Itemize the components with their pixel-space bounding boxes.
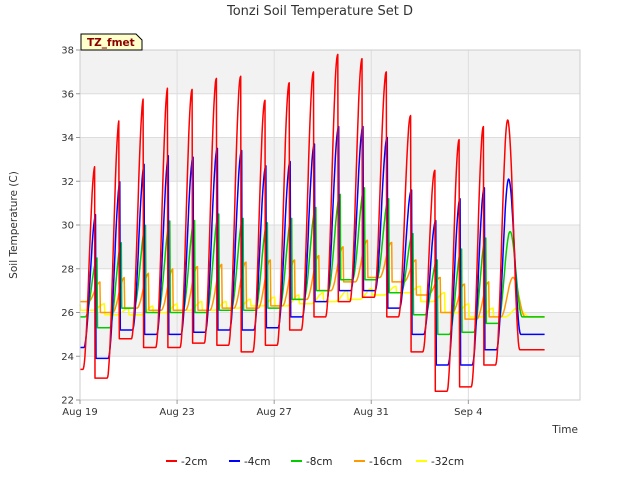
series-layer	[79, 53, 545, 393]
y-tick-label: 36	[61, 89, 74, 100]
axes: 22 24 26 28 30 32 34 36 38 Aug 19 Aug 23 Aug 27 Aug …	[61, 46, 581, 418]
legend-label: -32cm	[431, 456, 464, 468]
y-tick-label: 24	[61, 352, 74, 363]
legend-label: -8cm	[306, 456, 332, 468]
series-line-8cm	[79, 187, 545, 336]
plot-band	[80, 50, 580, 94]
y-tick-label: 32	[61, 177, 74, 188]
series-line-2cm	[79, 53, 545, 393]
x-axis-label: Time	[551, 424, 578, 436]
x-tick-label: Aug 27	[256, 407, 291, 418]
y-tick-label: 30	[61, 221, 74, 232]
y-tick-label: 34	[61, 133, 74, 144]
series-line-16cm	[79, 239, 545, 320]
station-tag: TZ_fmet	[80, 33, 143, 51]
station-tag-label: TZ_fmet	[87, 37, 135, 49]
y-tick-label: 26	[61, 308, 74, 319]
y-tick-label: 28	[61, 264, 74, 275]
chart-title: Tonzi Soil Temperature Set D	[226, 4, 413, 19]
x-tick-label: Aug 23	[159, 407, 194, 418]
y-tick-label: 38	[61, 46, 74, 57]
legend-label: -2cm	[181, 456, 207, 468]
legend-label: -4cm	[244, 456, 270, 468]
x-tick-label: Sep 4	[454, 407, 482, 418]
legend: -2cm -4cm -8cm -16cm -32cm	[166, 456, 464, 468]
x-tick-label: Aug 31	[354, 407, 389, 418]
legend-label: -16cm	[369, 456, 402, 468]
y-axis-label: Soil Temperature (C)	[8, 171, 20, 279]
y-tick-label: 22	[61, 396, 74, 407]
x-tick-label: Aug 19	[62, 407, 97, 418]
